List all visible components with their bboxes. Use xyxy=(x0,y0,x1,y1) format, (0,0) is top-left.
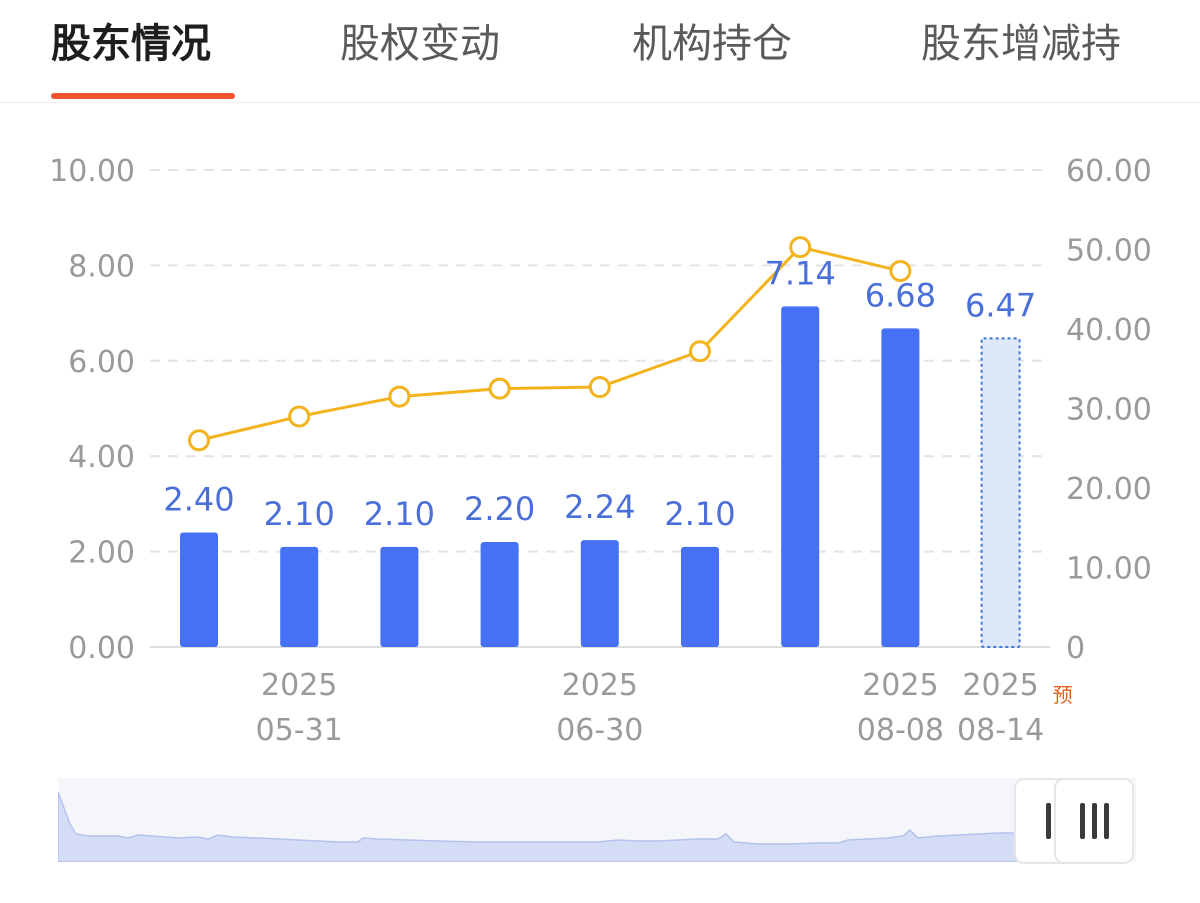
line-point xyxy=(588,376,611,399)
bar xyxy=(180,532,218,647)
line-point xyxy=(288,405,311,428)
x-axis-date-label: 08-14 xyxy=(957,713,1044,748)
bar-value-label: 6.47 xyxy=(965,286,1036,324)
x-axis-year-label: 2025 xyxy=(962,668,1038,703)
line-point xyxy=(789,236,812,259)
bar-value-label: 2.40 xyxy=(163,481,234,519)
right-axis-tick-label: 60.00 xyxy=(1066,154,1152,189)
grip-icon xyxy=(1079,803,1109,839)
line-point xyxy=(889,259,912,282)
bar xyxy=(280,546,319,647)
bar-value-label: 7.14 xyxy=(765,254,836,292)
tab-institutional-holdings[interactable]: 机构持仓 xyxy=(632,21,792,67)
line-point xyxy=(689,340,711,363)
right-axis-tick-label: 20.00 xyxy=(1066,472,1152,507)
line-point xyxy=(488,377,511,400)
bar xyxy=(580,540,619,647)
bar xyxy=(480,542,519,647)
forecast-bar xyxy=(980,337,1021,648)
x-axis-year-label: 2025 xyxy=(562,668,638,703)
scrubber-right-handle[interactable] xyxy=(1054,778,1134,864)
left-axis-tick-label: 2.00 xyxy=(68,536,135,571)
right-axis-tick-label: 40.00 xyxy=(1066,313,1152,348)
x-axis-date-label: 05-31 xyxy=(256,713,343,748)
bar-value-label: 2.24 xyxy=(564,488,635,526)
scrubber-preview xyxy=(58,791,1019,862)
tab-shareholder-overview[interactable]: 股东情况 xyxy=(51,21,211,67)
forecast-tag: 预 xyxy=(1053,683,1073,707)
left-axis-tick-label: 4.00 xyxy=(68,440,135,475)
bar-value-label: 6.68 xyxy=(865,276,936,314)
bar-value-label: 2.10 xyxy=(364,495,435,533)
left-axis-tick-label: 6.00 xyxy=(68,345,135,380)
left-axis-tick-label: 0.00 xyxy=(68,631,135,666)
right-axis-tick-label: 30.00 xyxy=(1066,393,1152,428)
right-axis-tick-label: 10.00 xyxy=(1066,552,1152,587)
bar xyxy=(681,546,719,647)
range-scrubber[interactable] xyxy=(58,778,1136,864)
right-axis-tick-label: 50.00 xyxy=(1066,234,1152,269)
bar xyxy=(380,546,419,647)
bar-value-label: 2.20 xyxy=(464,490,535,528)
x-axis-year-label: 2025 xyxy=(261,668,337,703)
x-axis-date-label: 08-08 xyxy=(857,713,944,748)
x-axis-date-label: 06-30 xyxy=(556,713,643,748)
bar-value-label: 2.10 xyxy=(264,495,335,533)
right-axis-tick-label: 0 xyxy=(1066,631,1085,666)
line-series xyxy=(198,245,901,442)
tab-equity-changes[interactable]: 股权变动 xyxy=(340,21,500,67)
line-point xyxy=(388,385,411,408)
tab-bar: 股东情况 股权变动 机构持仓 股东增减持 xyxy=(0,0,1200,103)
bar xyxy=(781,306,820,647)
x-axis-year-label: 2025 xyxy=(862,668,938,703)
active-tab-indicator xyxy=(51,93,235,99)
bar-value-label: 2.10 xyxy=(664,495,735,533)
shareholder-chart: 0.00 2.00 4.00 6.00 8.00 10.00 0 10.00 20.00 30.0… xyxy=(49,154,1152,748)
bar xyxy=(881,328,920,647)
tab-shareholder-trades[interactable]: 股东增减持 xyxy=(921,21,1121,67)
left-axis-tick-label: 8.00 xyxy=(68,249,135,284)
left-axis-tick-label: 10.00 xyxy=(49,154,135,189)
line-point xyxy=(188,429,210,452)
